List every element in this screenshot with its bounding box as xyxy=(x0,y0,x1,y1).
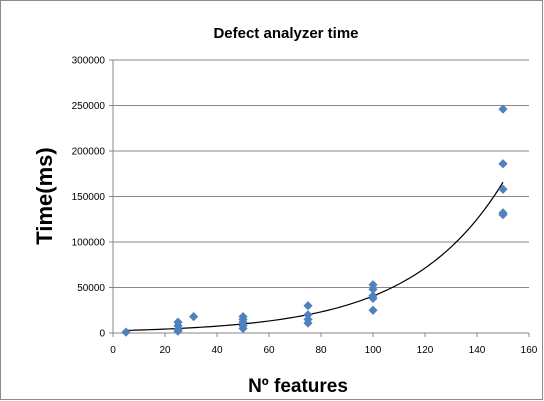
data-point xyxy=(189,312,199,322)
x-tick-label: 100 xyxy=(365,345,382,356)
data-point xyxy=(303,301,313,311)
y-tick-label: 100000 xyxy=(72,238,106,249)
data-point xyxy=(368,280,378,290)
y-tick-label: 300000 xyxy=(72,56,106,67)
data-points xyxy=(121,104,508,337)
x-tick-label: 120 xyxy=(417,345,434,356)
data-point xyxy=(303,310,313,320)
gridlines xyxy=(113,59,529,288)
exponential-trendline xyxy=(125,181,504,332)
y-tick-label: 200000 xyxy=(72,147,106,158)
y-tick-label: 250000 xyxy=(72,101,106,112)
y-axis-label: Time(ms) xyxy=(32,147,57,244)
x-tick-label: 140 xyxy=(469,345,486,356)
data-point xyxy=(498,184,508,194)
x-tick-label: 80 xyxy=(315,345,327,356)
trendline-layer xyxy=(125,181,504,332)
data-point xyxy=(121,327,131,337)
x-tick-label: 40 xyxy=(211,345,223,356)
data-point xyxy=(498,208,508,218)
data-point xyxy=(368,305,378,315)
y-tick-label: 50000 xyxy=(77,283,105,294)
axes xyxy=(109,59,530,337)
data-point xyxy=(498,104,508,114)
chart-title: Defect analyzer time xyxy=(213,25,358,42)
y-tick-label: 0 xyxy=(99,329,105,340)
data-point xyxy=(173,317,183,327)
data-point xyxy=(498,159,508,169)
x-tick-label: 60 xyxy=(263,345,275,356)
data-point xyxy=(238,312,248,322)
x-tick-label: 0 xyxy=(110,345,116,356)
x-tick-label: 160 xyxy=(521,345,538,356)
y-tick-label: 150000 xyxy=(72,192,106,203)
y-tick-labels: 0 50000 100000 150000 200000 250000 300000 xyxy=(72,56,106,340)
data-point xyxy=(368,291,378,301)
x-tick-labels: 0 20 40 60 80 100 120 140 160 xyxy=(110,345,538,356)
x-tick-label: 20 xyxy=(159,345,171,356)
x-axis-label: Nº features xyxy=(248,376,348,397)
